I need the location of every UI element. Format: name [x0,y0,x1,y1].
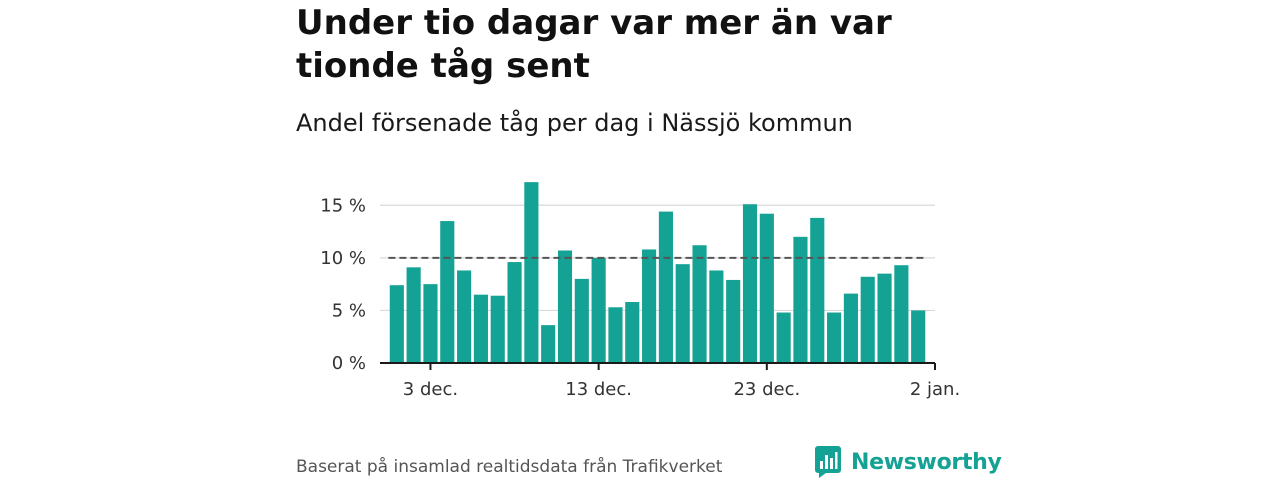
bar [894,265,909,363]
bar [440,221,455,363]
bar [759,213,774,363]
chart-subtitle: Andel försenade tåg per dag i Nässjö kom… [296,109,853,137]
bar [709,270,724,363]
x-axis-labels: 3 dec. 13 dec. 23 dec. 2 jan. [403,379,960,400]
y-tick-label: 10 % [320,248,366,269]
y-tick-label: 15 % [320,195,366,216]
bar [423,284,438,363]
bars [389,182,926,363]
bar [541,325,556,363]
bar-chart: 0 % 5 % 10 % 15 % 3 dec. 13 dec. 23 dec. 2 jan… [320,182,960,400]
x-tick-label: 2 jan. [910,379,960,400]
source-note: Baserat på insamlad realtidsdata från Tr… [296,457,723,477]
bar [658,211,673,363]
bar [490,295,505,363]
bar [675,264,690,363]
bar [692,245,707,363]
bar [642,249,657,363]
x-tick-label: 3 dec. [403,379,458,400]
bar [827,312,842,363]
bar [625,302,640,363]
bar [793,236,808,363]
x-tick-label: 13 dec. [565,379,632,400]
bar [860,276,875,363]
bar [574,278,589,363]
bar [810,217,825,363]
bar [389,285,404,363]
y-tick-label: 0 % [332,353,366,374]
bar [843,293,858,363]
bar [742,204,758,363]
bar [524,182,539,363]
bar [608,307,623,363]
bar [726,279,741,363]
bar [557,250,573,363]
bar [507,262,522,363]
y-tick-label: 5 % [332,300,366,321]
bar [877,273,892,363]
bar [457,270,472,363]
bar [776,312,791,363]
newsworthy-logo-icon [815,446,841,478]
chart-title: Under tio dagar var mer än var tionde tå… [296,3,892,86]
bar [911,310,926,363]
y-axis-labels: 0 % 5 % 10 % 15 % [320,195,366,374]
brand-name: Newsworthy [851,449,1002,475]
bar [591,257,606,363]
x-tick-label: 23 dec. [733,379,800,400]
bar [473,294,488,363]
brand-logo[interactable]: Newsworthy [815,446,1002,478]
x-axis [380,362,936,370]
bar [406,267,421,363]
